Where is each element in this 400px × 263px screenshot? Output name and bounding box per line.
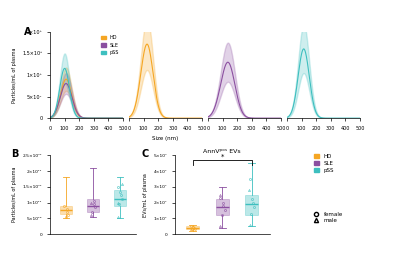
Y-axis label: Particles/mL of plasma: Particles/mL of plasma	[12, 167, 17, 222]
FancyBboxPatch shape	[60, 206, 72, 214]
FancyBboxPatch shape	[87, 199, 99, 212]
Y-axis label: Particles/mL of plasma: Particles/mL of plasma	[12, 47, 17, 103]
FancyBboxPatch shape	[186, 226, 199, 229]
Legend: HD, SLE, pSS: HD, SLE, pSS	[100, 34, 121, 57]
X-axis label: Size (nm): Size (nm)	[152, 136, 179, 141]
FancyBboxPatch shape	[216, 199, 229, 215]
Y-axis label: EVs/mL of plasma: EVs/mL of plasma	[143, 173, 148, 217]
Text: B: B	[11, 149, 19, 159]
Text: C: C	[142, 149, 149, 159]
Text: *: *	[220, 153, 224, 159]
Text: A: A	[24, 27, 32, 37]
Title: AnnVᵖᵒˢ EVs: AnnVᵖᵒˢ EVs	[204, 149, 241, 154]
Legend: female, male: female, male	[314, 212, 343, 224]
FancyBboxPatch shape	[114, 190, 126, 206]
FancyBboxPatch shape	[245, 195, 258, 215]
